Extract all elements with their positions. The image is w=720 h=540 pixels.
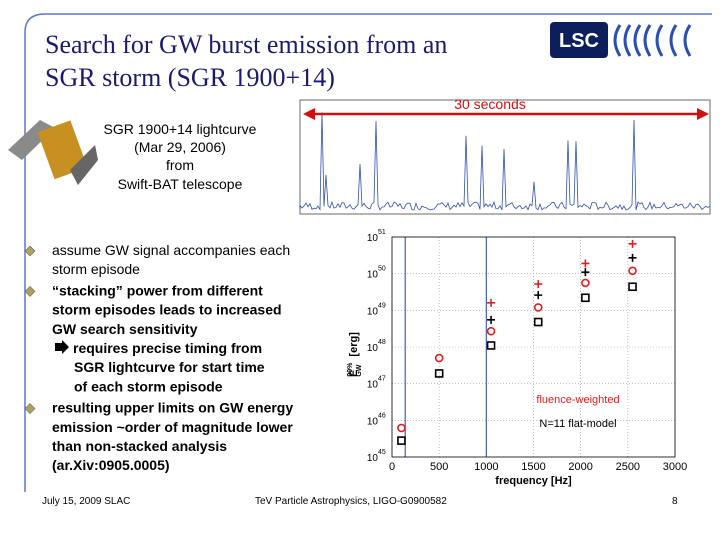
- annotation: fluence-weighted: [536, 394, 619, 406]
- lightcurve-trace: [299, 112, 711, 212]
- y-tick-label: 10: [367, 380, 379, 391]
- plus-marker: [628, 239, 637, 248]
- x-tick-label: 2000: [568, 461, 592, 473]
- frame: [24, 13, 712, 492]
- sub-bullet-text: SGR lightcurve for start time: [74, 359, 265, 375]
- y-tick-exponent: 46: [378, 412, 386, 419]
- plot-frame: [391, 236, 676, 458]
- plus-marker: [487, 298, 496, 307]
- circle-marker: [397, 423, 406, 433]
- logo: LSC: [550, 22, 692, 58]
- plus-marker: [487, 315, 496, 324]
- y-label-sub: GW: [356, 364, 363, 376]
- bullet-text: emission ~order of magnitude lower: [52, 419, 293, 435]
- square-marker: [486, 341, 496, 350]
- bullet-text: storm episode: [52, 261, 140, 277]
- lightcurve-plot: [299, 99, 711, 215]
- square-marker: [397, 436, 406, 445]
- y-label-sup: 90%: [347, 362, 354, 377]
- sub-bullet-text: of each storm episode: [74, 378, 223, 394]
- y-tick-exponent: 47: [378, 376, 386, 383]
- bullet-text: storm episodes leads to increased: [52, 302, 282, 318]
- plus-marker: [581, 259, 590, 268]
- arrow-icon: [55, 340, 69, 354]
- x-tick-label: 3000: [663, 461, 687, 473]
- y-tick-label: 10: [367, 416, 379, 427]
- x-tick-label: 500: [430, 461, 448, 473]
- circle-marker: [486, 326, 496, 336]
- bullet-marker: [24, 245, 36, 257]
- y-tick-exponent: 45: [378, 449, 386, 456]
- title-line: Search for GW burst emission from an: [45, 30, 447, 59]
- plus-marker: [628, 253, 637, 262]
- caption: from: [166, 157, 194, 173]
- square-marker: [434, 369, 444, 378]
- y-tick-label: 10: [367, 453, 379, 464]
- bullet-list: assume GW signal accompanies each storm e…: [24, 242, 293, 473]
- bullet-marker: [24, 403, 36, 415]
- footer-left: July 15, 2009 SLAC: [42, 496, 130, 507]
- plus-marker: [534, 280, 543, 289]
- caption: SGR 1900+14 lightcurve: [104, 121, 257, 137]
- y-tick-label: 10: [367, 270, 379, 281]
- y-tick-exponent: 48: [378, 339, 386, 346]
- sub-bullet-text: requires precise timing from: [73, 340, 262, 356]
- caption: (Mar 29, 2006): [134, 139, 226, 155]
- plus-marker: [534, 291, 543, 300]
- x-tick-label: 1500: [521, 461, 545, 473]
- bullet-text: assume GW signal accompanies each: [52, 242, 290, 258]
- x-axis-label: frequency [Hz]: [495, 475, 572, 487]
- y-label-main: E: [348, 370, 360, 377]
- annotation: N=11 flat-model: [539, 418, 616, 430]
- x-tick-label: 2500: [616, 461, 640, 473]
- x-tick-label: 0: [389, 461, 395, 473]
- bullet-text: resulting upper limits on GW energy: [52, 400, 293, 416]
- bullet-text: than non-stacked analysis: [52, 438, 227, 454]
- y-tick-label: 10: [367, 343, 379, 354]
- circle-marker: [628, 266, 637, 276]
- square-marker: [628, 282, 637, 292]
- y-tick-label: 10: [367, 233, 379, 244]
- bullet-text: (ar.Xiv:0905.0005): [52, 457, 170, 473]
- circle-marker: [581, 278, 590, 288]
- satellite: [8, 120, 98, 185]
- y-axis-label: E90% GW [erg]: [347, 332, 363, 377]
- y-tick-exponent: 51: [378, 229, 386, 236]
- bullet-text: GW search sensitivity: [52, 321, 198, 337]
- span-arrow: [303, 108, 709, 120]
- square-marker: [533, 317, 543, 327]
- span-label: 30 seconds: [454, 96, 526, 112]
- plus-marker: [581, 268, 590, 277]
- logo-text: LSC: [559, 30, 599, 52]
- bullet-marker: [24, 285, 36, 297]
- x-tick-label: 1000: [474, 461, 498, 473]
- page-number: 8: [672, 496, 678, 507]
- y-tick-exponent: 49: [378, 302, 386, 309]
- y-label-unit: [erg]: [348, 332, 360, 357]
- square-marker: [581, 293, 590, 303]
- bullet-text: “stacking” power from different: [52, 282, 263, 298]
- caption: Swift-BAT telescope: [118, 176, 243, 192]
- circle-marker: [533, 303, 543, 312]
- y-tick-exponent: 50: [378, 266, 386, 273]
- y-tick-label: 10: [367, 306, 379, 317]
- footer-center: TeV Particle Astrophysics, LIGO-G0900582: [255, 496, 447, 507]
- circle-marker: [434, 353, 444, 363]
- title-line: SGR storm (SGR 1900+14): [45, 63, 335, 92]
